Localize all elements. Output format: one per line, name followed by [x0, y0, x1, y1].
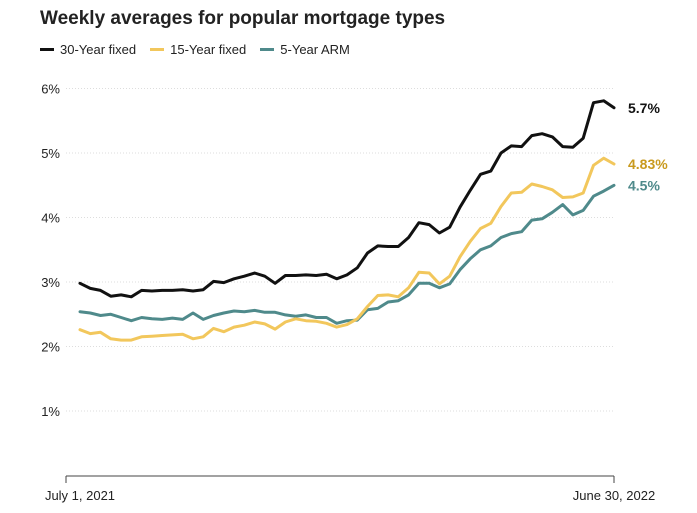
y-tick-label-1: 1%: [41, 404, 60, 419]
legend-label-15-year: 15-Year fixed: [170, 42, 247, 57]
end-label-15-year-fixed: 4.83%: [628, 156, 668, 172]
legend: 30-Year fixed 15-Year fixed 5-Year ARM: [40, 42, 350, 57]
series-line-15-year-fixed: [78, 156, 616, 342]
series-line-30-year-fixed: [78, 99, 616, 299]
y-tick-label-5: 5%: [41, 146, 60, 161]
legend-item-5-year-arm: 5-Year ARM: [260, 42, 350, 57]
legend-label-30-year: 30-Year fixed: [60, 42, 137, 57]
y-tick-label-3: 3%: [41, 275, 60, 290]
x-tick-label-end: June 30, 2022: [573, 488, 655, 503]
end-label-5-year-arm: 4.5%: [628, 177, 660, 193]
y-tick-label-4: 4%: [41, 211, 60, 226]
legend-item-15-year: 15-Year fixed: [150, 42, 246, 57]
x-axis: July 1, 2021 June 30, 2022: [45, 475, 655, 503]
y-tick-label-2: 2%: [41, 340, 60, 355]
legend-label-5-year-arm: 5-Year ARM: [280, 42, 350, 57]
legend-swatch-30-year: [40, 48, 54, 51]
x-tick-label-start: July 1, 2021: [45, 488, 115, 503]
end-label-30-year-fixed: 5.7%: [628, 100, 660, 116]
series-line-5-year-arm: [78, 183, 616, 325]
grid-lines: [66, 88, 614, 412]
legend-swatch-15-year: [150, 48, 165, 51]
legend-swatch-5-year-arm: [260, 48, 275, 51]
chart-title: Weekly averages for popular mortgage typ…: [40, 8, 446, 29]
y-tick-labels: 1% 2% 3% 4% 5% 6%: [41, 82, 60, 420]
y-tick-label-6: 6%: [41, 82, 60, 97]
series-lines: [78, 99, 616, 342]
legend-item-30-year: 30-Year fixed: [40, 42, 136, 57]
end-labels: 5.7% 4.83% 4.5%: [628, 100, 668, 193]
